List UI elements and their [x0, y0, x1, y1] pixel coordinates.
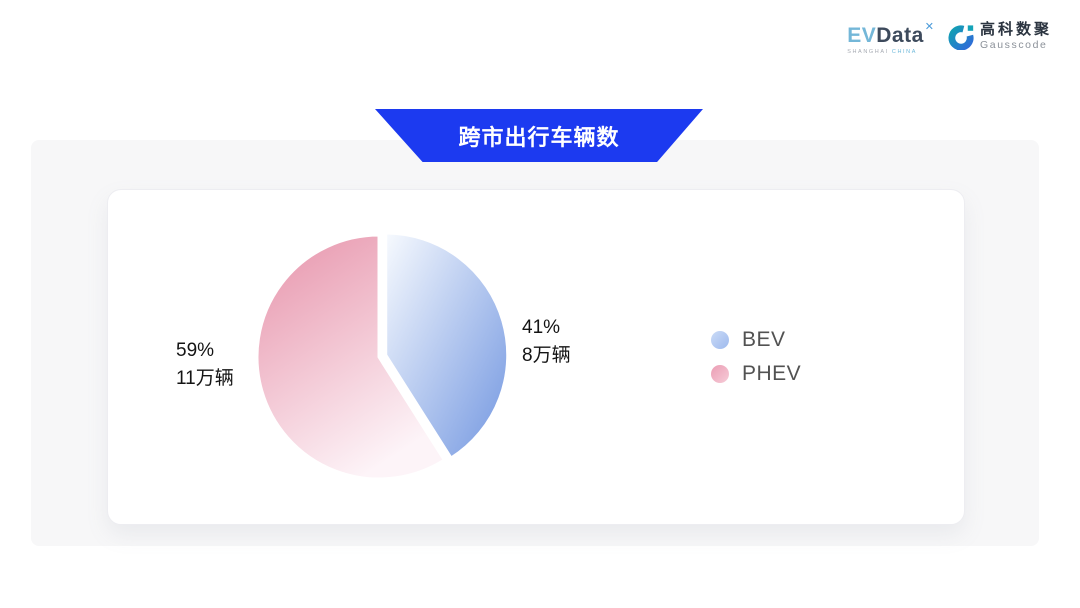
- chart-panel: 41% 8万辆 59% 11万辆 BEV PHEV: [31, 140, 1039, 546]
- evdata-tagline-left: SHANGHAI: [847, 49, 889, 55]
- phev-value: 11万辆: [176, 368, 234, 389]
- gausscode-icon: [948, 25, 974, 50]
- legend-label-phev: PHEV: [742, 362, 802, 385]
- gausscode-logo: 高科数聚 Gausscode: [948, 22, 1052, 51]
- bev-percent: 41%: [522, 317, 561, 338]
- bev-data-label: 41% 8万辆: [522, 314, 571, 370]
- phev-percent: 59%: [176, 340, 215, 361]
- gausscode-name-cn: 高科数聚: [979, 21, 1052, 38]
- legend: BEV PHEV: [711, 328, 801, 386]
- evdata-data-text: Data: [876, 24, 924, 47]
- evdata-x-icon: ✕: [924, 21, 934, 33]
- legend-item-phev[interactable]: PHEV: [711, 362, 801, 386]
- legend-label-bev: BEV: [742, 328, 786, 351]
- legend-dot-phev: [711, 365, 729, 383]
- section-title-banner: 跨市出行车辆数: [375, 109, 703, 162]
- header-logos: EV Data ✕ SHANGHAI CHINA: [847, 21, 1052, 56]
- gausscode-name-en: Gausscode: [979, 39, 1048, 51]
- evdata-ev-text: EV: [847, 24, 877, 47]
- legend-dot-bev: [711, 331, 729, 349]
- bev-value: 8万辆: [522, 345, 571, 366]
- legend-item-bev[interactable]: BEV: [711, 328, 801, 352]
- chart-card: 41% 8万辆 59% 11万辆 BEV PHEV: [107, 189, 965, 525]
- section-title: 跨市出行车辆数: [458, 124, 620, 150]
- pie-slice-phev[interactable]: [255, 233, 446, 481]
- evdata-tagline-right: CHINA: [891, 49, 918, 55]
- pie-chart: [255, 231, 510, 481]
- evdata-tagline: SHANGHAI CHINA: [847, 49, 917, 55]
- evdata-logo: EV Data ✕ SHANGHAI CHINA: [847, 21, 934, 56]
- phev-data-label: 59% 11万辆: [176, 337, 234, 393]
- pie-slice-bev[interactable]: [384, 231, 510, 460]
